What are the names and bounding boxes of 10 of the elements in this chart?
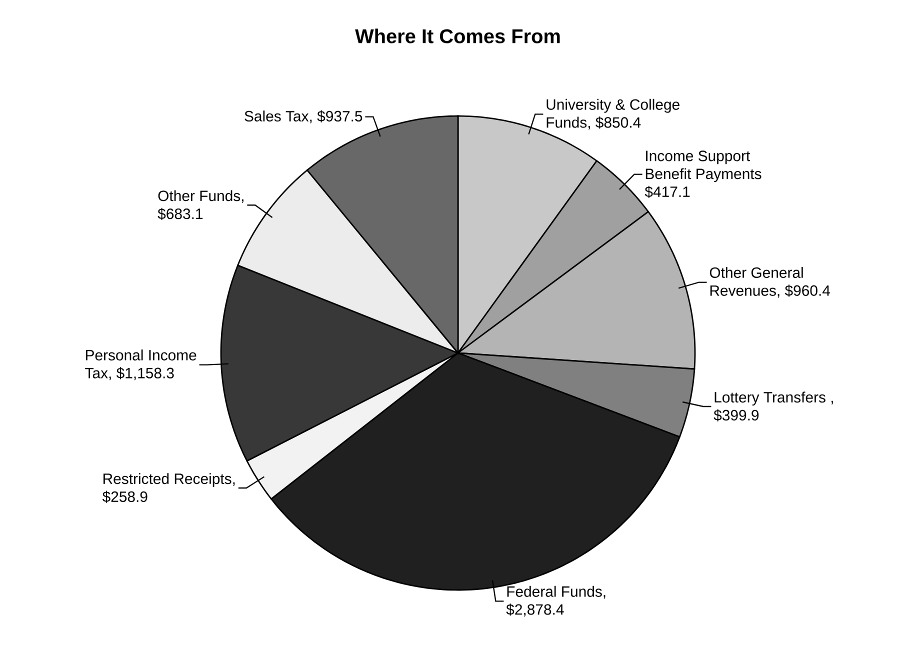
slice-label: Income Support Benefit Payments $417.1 bbox=[644, 150, 762, 198]
slice-label: Personal Income Tax, $1,158.3 bbox=[85, 349, 196, 380]
slice-label: Other Funds, $683.1 bbox=[158, 190, 244, 220]
slice-label: Other General Revenues, $960.4 bbox=[710, 266, 830, 298]
slice-label: Restricted Receipts, $258.9 bbox=[102, 473, 235, 503]
slice-label: Federal Funds, $2,878.4 bbox=[506, 586, 606, 617]
slice-label: Sales Tax, $937.5 bbox=[244, 110, 362, 124]
slice-label: Lottery Transfers , $399.9 bbox=[714, 392, 833, 422]
chart-title: Where It Comes From bbox=[355, 28, 560, 44]
slice-label: University & College Funds, $850.4 bbox=[546, 98, 680, 130]
